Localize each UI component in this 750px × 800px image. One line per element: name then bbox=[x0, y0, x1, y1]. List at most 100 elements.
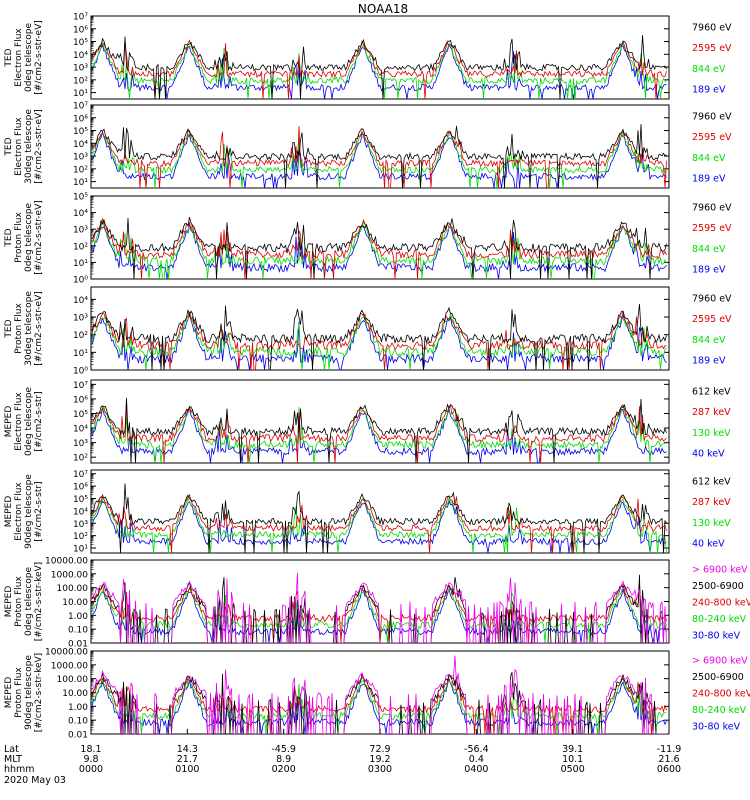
y-tick-label: 10⁷ bbox=[73, 381, 88, 391]
legend-entry: > 6900 keV bbox=[692, 564, 748, 575]
panel-frame bbox=[90, 286, 670, 371]
legend-entry: 189 eV bbox=[692, 265, 726, 276]
legend-entry: 40 keV bbox=[692, 449, 725, 460]
series-line bbox=[91, 39, 667, 99]
series-line bbox=[91, 406, 667, 463]
y-tick-label: 10⁰ bbox=[73, 367, 88, 377]
y-axis-label-line: [#/cm2-s-str] bbox=[34, 391, 44, 451]
footer-tick-label: -11.9 bbox=[657, 744, 682, 755]
legend-entry: 240-800 keV bbox=[692, 598, 750, 609]
series-line bbox=[91, 483, 667, 553]
y-tick-label: 10³ bbox=[73, 64, 88, 74]
y-axis-label: TEDElectron Flux30deg telescope[#/cm2-s-… bbox=[4, 109, 44, 184]
y-tick-label: 10¹ bbox=[73, 545, 88, 555]
y-tick-label: 10³ bbox=[73, 153, 88, 163]
y-tick-label: 10² bbox=[73, 331, 88, 341]
legend-entry: 844 eV bbox=[692, 64, 726, 75]
legend-entry: 612 keV bbox=[692, 386, 731, 397]
legend-entry: 844 eV bbox=[692, 153, 726, 164]
footer-tick-label: 8.9 bbox=[276, 754, 291, 765]
y-tick-label: 0.10 bbox=[68, 626, 88, 636]
footer-tick-label: 39.1 bbox=[562, 744, 583, 755]
y-axis-label-line: 0deg telescope bbox=[24, 23, 34, 93]
y-tick-label: 10⁴ bbox=[73, 51, 88, 61]
legend-entry: 30-80 keV bbox=[692, 722, 741, 733]
y-tick-label: 10² bbox=[73, 165, 88, 175]
footer-row-label: hhmm bbox=[4, 764, 35, 775]
y-tick-label: 10¹ bbox=[73, 259, 88, 269]
y-tick-label: 10¹ bbox=[73, 89, 88, 99]
y-tick-label: 10² bbox=[73, 454, 88, 464]
y-tick-label: 10⁴ bbox=[73, 425, 88, 435]
series-line bbox=[91, 500, 667, 553]
y-axis-label: MEPEDElectron Flux0deg telescope[#/cm2-s… bbox=[4, 387, 44, 457]
y-tick-label: 10.00 bbox=[62, 689, 88, 699]
y-axis-label-line: Electron Flux bbox=[14, 117, 24, 176]
y-axis-label-line: 0deg telescope bbox=[24, 203, 34, 273]
y-tick-label: 10¹ bbox=[73, 178, 88, 188]
y-axis-label-line: Proton Flux bbox=[14, 303, 24, 354]
y-tick-label: 10³ bbox=[73, 520, 88, 530]
y-tick-label: 10⁶ bbox=[73, 114, 88, 124]
legend-entry: 130 keV bbox=[692, 428, 731, 439]
legend-entry: 287 keV bbox=[692, 497, 731, 508]
y-axis-label-line: 0deg telescope bbox=[24, 567, 34, 637]
series-line bbox=[91, 217, 667, 279]
y-axis-label: TEDElectron Flux0deg telescope[#/cm2-s-s… bbox=[4, 20, 44, 95]
y-tick-label: 10⁴ bbox=[73, 507, 88, 517]
y-tick-label: 0.01 bbox=[68, 731, 88, 741]
series-line bbox=[91, 655, 667, 734]
series-line bbox=[91, 130, 667, 188]
legend-entry: 287 keV bbox=[692, 407, 731, 418]
footer-tick-label: 0.4 bbox=[469, 754, 484, 765]
y-tick-label: 10⁴ bbox=[73, 209, 88, 219]
legend-entry: 80-240 keV bbox=[692, 614, 747, 625]
y-tick-label: 10¹ bbox=[73, 349, 88, 359]
series-line bbox=[91, 493, 667, 553]
y-axis-label: TEDProton Flux0deg telescope[#/cm2-s-str… bbox=[4, 200, 44, 275]
y-tick-label: 10³ bbox=[73, 314, 88, 324]
y-tick-label: 10000.00 bbox=[45, 648, 88, 658]
y-axis-label-line: TED bbox=[4, 228, 14, 247]
y-tick-label: 10⁴ bbox=[73, 296, 88, 306]
y-tick-label: 10.00 bbox=[62, 598, 88, 608]
chart-panel-2: 10¹ 10² 10³ 10⁴ 10⁵ 10⁶ 10⁷ TEDElectron Flux30d… bbox=[4, 102, 732, 189]
y-tick-label: 100.00 bbox=[57, 675, 89, 685]
footer-tick-label: 0400 bbox=[464, 764, 488, 775]
y-tick-label: 10² bbox=[73, 532, 88, 542]
legend-entry: 80-240 keV bbox=[692, 705, 747, 716]
y-axis-label-line: MEPED bbox=[4, 496, 14, 528]
footer-tick-label: 0100 bbox=[175, 764, 199, 775]
y-axis-label-line: [#/cm2-s-str-eV] bbox=[34, 20, 44, 95]
y-axis-label-line: [#/cm2-s-str-eV] bbox=[34, 109, 44, 184]
y-tick-label: 10⁷ bbox=[73, 102, 88, 112]
legend-entry: 2595 eV bbox=[692, 314, 732, 325]
legend-entry: 612 keV bbox=[692, 476, 731, 487]
y-tick-label: 10⁵ bbox=[73, 193, 88, 203]
y-tick-label: 1000.00 bbox=[51, 570, 88, 580]
footer-tick-label: 14.3 bbox=[177, 744, 198, 755]
y-axis-label-line: Proton Flux bbox=[14, 212, 24, 263]
legend-entry: 2595 eV bbox=[692, 43, 732, 54]
legend-entry: 844 eV bbox=[692, 335, 726, 346]
footer-tick-label: 72.9 bbox=[369, 744, 390, 755]
chart-panel-6: 10¹ 10² 10³ 10⁴ 10⁵ 10⁶ 10⁷ MEPEDElectron Flux9… bbox=[4, 469, 731, 555]
series-line bbox=[92, 403, 667, 463]
panel-frame bbox=[90, 104, 670, 189]
y-tick-label: 10⁶ bbox=[73, 25, 88, 35]
chart-panel-4: 10⁰ 10¹ 10² 10³ 10⁴ TEDProton Flux30deg teles… bbox=[4, 286, 732, 377]
series-line bbox=[91, 220, 667, 279]
y-tick-label: 100.00 bbox=[57, 584, 89, 594]
y-tick-label: 10² bbox=[73, 242, 88, 252]
y-tick-label: 10⁷ bbox=[73, 470, 88, 480]
footer-tick-label: -45.9 bbox=[271, 744, 296, 755]
y-tick-label: 10³ bbox=[73, 439, 88, 449]
y-tick-label: 1.00 bbox=[68, 612, 88, 622]
y-tick-label: 10⁵ bbox=[73, 495, 88, 505]
series-traces bbox=[91, 35, 667, 99]
legend-entry: 189 eV bbox=[692, 174, 726, 185]
y-tick-label: 10⁰ bbox=[73, 276, 88, 286]
series-line bbox=[91, 43, 667, 99]
